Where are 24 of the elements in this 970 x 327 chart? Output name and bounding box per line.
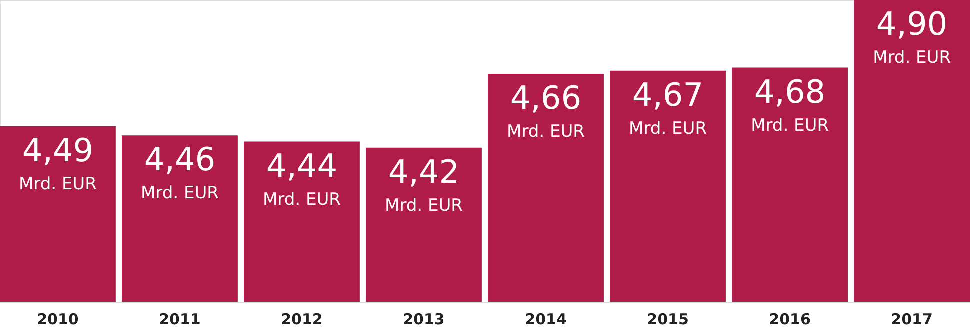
annotation: Mrd. EUR bbox=[873, 48, 952, 68]
annotation: Mrd. EUR bbox=[751, 116, 830, 136]
annotation: Mrd. EUR bbox=[18, 174, 98, 194]
annotation: Mrd. EUR bbox=[140, 184, 220, 204]
annotation: Mrd. EUR bbox=[385, 196, 464, 216]
data-label: 4,42 bbox=[388, 152, 460, 191]
annotation: Mrd. EUR bbox=[629, 118, 708, 139]
data-label: 4,67 bbox=[632, 76, 704, 114]
data-label: 4,49 bbox=[22, 131, 94, 170]
data-label: 4,66 bbox=[510, 78, 582, 117]
data-label: 4,68 bbox=[754, 72, 826, 111]
data-label: 4,46 bbox=[144, 140, 216, 179]
x-tick-label: 2012 bbox=[281, 310, 323, 327]
x-tick-label: 2013 bbox=[403, 310, 445, 327]
x-tick-label: 2014 bbox=[525, 310, 567, 327]
x-tick-label: 2016 bbox=[769, 310, 811, 327]
x-tick-label: 2017 bbox=[891, 310, 933, 327]
x-tick-label: 2015 bbox=[647, 310, 689, 327]
data-label: 4,44 bbox=[266, 146, 338, 185]
annotation: Mrd. EUR bbox=[507, 122, 586, 142]
data-label: 4,90 bbox=[876, 5, 948, 43]
x-tick-label: 2010 bbox=[37, 310, 79, 327]
annotation: Mrd. EUR bbox=[263, 190, 342, 210]
x-tick-label: 2011 bbox=[159, 310, 201, 327]
